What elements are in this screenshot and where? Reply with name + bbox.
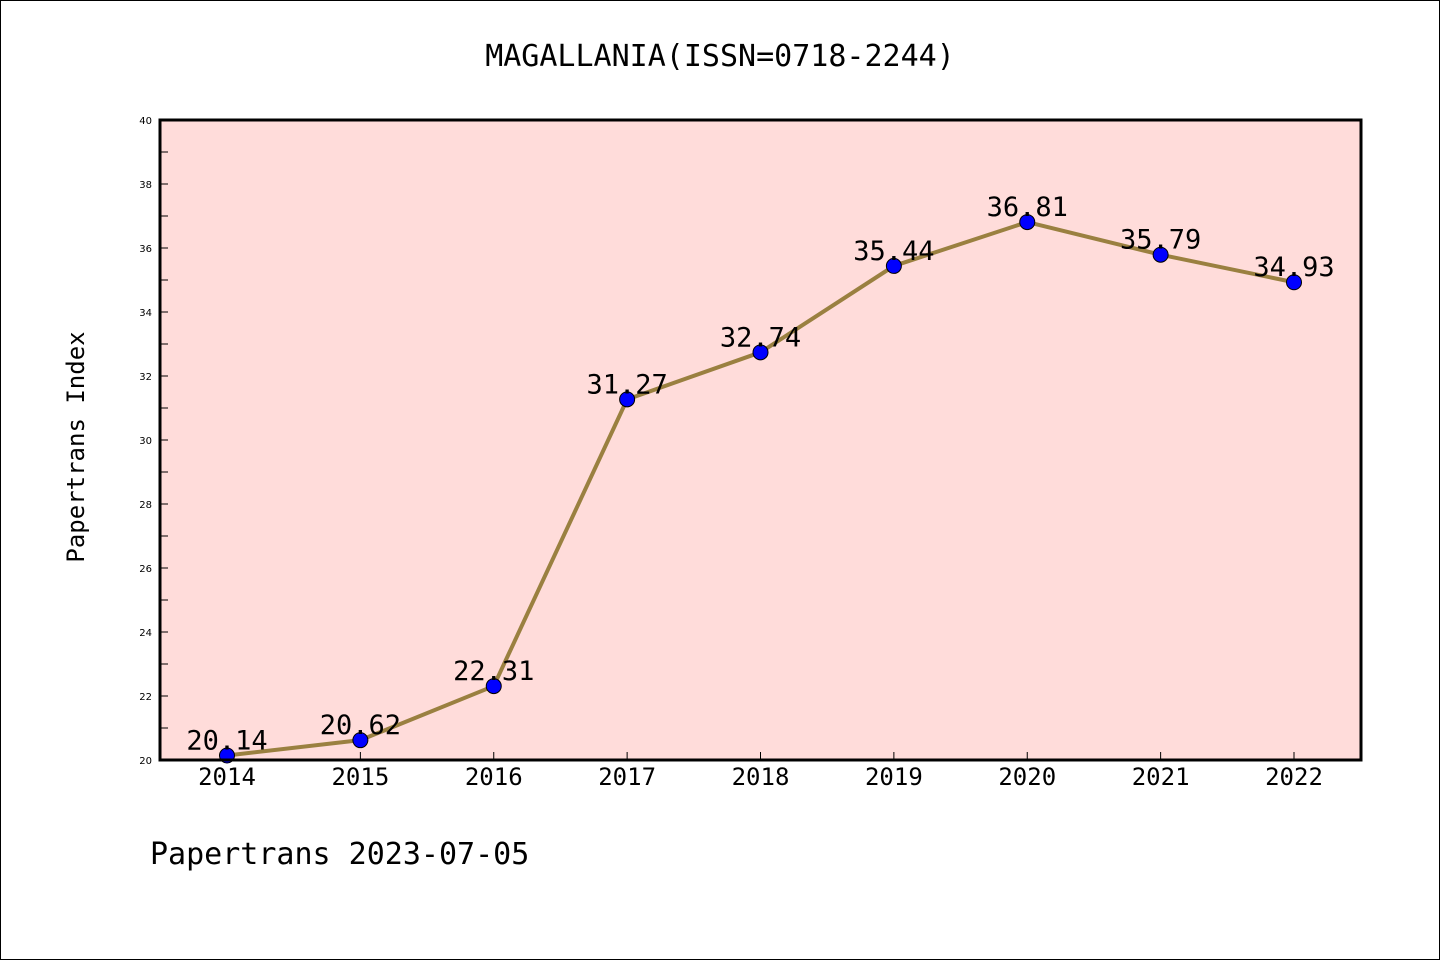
y-axis-ticks: 20 22 24 26 28 30 32 34 36 38 40 [139,116,168,767]
x-axis-ticks: 2014 2015 2016 2017 2018 2019 2020 2021 2022 [198,752,1323,791]
x-tick-label: 2017 [598,763,656,791]
data-label: 35.44 [853,236,934,267]
footer-credit: Papertrans 2023-07-05 [150,837,529,872]
x-tick-label: 2020 [998,763,1056,791]
data-points [219,214,1302,764]
data-label: 22.31 [453,656,534,687]
y-tick-label: 38 [139,180,152,191]
data-point [1286,274,1302,291]
data-point [752,344,769,361]
y-tick-label: 34 [139,308,152,319]
plot-area [160,120,1361,760]
plot-border [158,118,1363,762]
chart-title: MAGALLANIA(ISSN=0718-2244) [485,39,955,74]
x-tick-label: 2018 [732,763,790,791]
data-point [885,257,902,274]
y-tick-label: 30 [139,436,152,447]
data-point [1019,214,1036,231]
y-tick-label: 40 [139,116,152,127]
data-labels: 20.14 20.62 22.31 31.27 32.74 35.44 36.81 35.79… [186,192,1334,756]
x-tick-label: 2019 [865,763,923,791]
y-tick-label: 22 [139,692,152,703]
x-tick-label: 2022 [1265,763,1323,791]
data-label: 20.62 [320,710,401,741]
data-point [1152,246,1169,263]
data-label: 34.93 [1253,252,1334,283]
x-tick-label: 2014 [198,763,256,791]
y-tick-label: 24 [139,628,152,639]
data-point [485,678,502,695]
data-point [619,391,636,408]
y-tick-label: 20 [139,756,152,767]
y-tick-label: 26 [139,564,152,575]
y-axis-label: Papertrans Index [62,331,90,562]
data-label: 36.81 [987,192,1068,223]
data-label: 20.14 [186,726,267,757]
data-point [352,732,369,749]
x-tick-label: 2016 [465,763,523,791]
y-tick-label: 28 [139,500,152,511]
data-label: 31.27 [586,369,667,400]
data-label: 35.79 [1120,225,1201,256]
y-tick-label: 32 [139,372,152,383]
x-tick-label: 2021 [1132,763,1190,791]
y-tick-label: 36 [139,244,152,255]
x-tick-label: 2015 [331,763,389,791]
data-label: 32.74 [720,322,801,353]
